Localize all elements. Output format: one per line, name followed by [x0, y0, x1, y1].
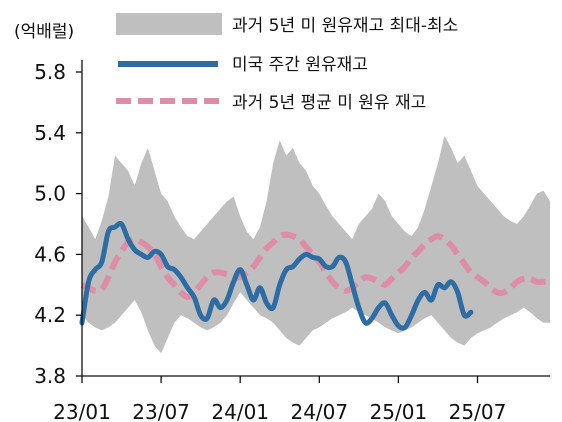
- x-tick-label: 23/07: [132, 400, 190, 422]
- legend-label-weekly: 미국 주간 원유재고: [232, 55, 368, 75]
- x-tick-label: 24/01: [211, 400, 269, 422]
- legend-label-average: 과거 5년 평균 미 원유 재고: [232, 93, 426, 113]
- series-weekly-line: [79, 220, 474, 331]
- x-tick-label: 25/07: [449, 400, 507, 422]
- weekly-inventory-layer: [79, 220, 474, 331]
- x-tick-label: 25/01: [370, 400, 428, 422]
- x-tick-label: 23/01: [53, 400, 111, 422]
- legend-label-band: 과거 5년 미 원유재고 최대-최소: [232, 16, 458, 36]
- y-tick-label: 5.8: [34, 60, 66, 84]
- legend-swatch-band: [116, 13, 222, 35]
- y-tick-label: 5.0: [34, 182, 66, 206]
- y-tick-label: 4.2: [34, 303, 66, 327]
- y-tick-label: 3.8: [34, 364, 66, 388]
- minmax-band-layer: [82, 135, 550, 354]
- x-ticks: 23/01 23/07 24/01 24/07 25/01 25/07: [53, 376, 506, 422]
- y-tick-label: 5.4: [34, 121, 66, 145]
- legend: 과거 5년 미 원유재고 최대-최소 미국 주간 원유재고 과거 5년 평균 미…: [116, 13, 458, 113]
- y-ticks: 5.8 5.4 5.0 4.6 4.2 3.8: [34, 60, 82, 388]
- series-band-area: [82, 135, 550, 354]
- y-tick-label: 4.6: [34, 242, 66, 266]
- x-tick-label: 24/07: [290, 400, 348, 422]
- y-unit-label: (억배럴): [14, 22, 74, 42]
